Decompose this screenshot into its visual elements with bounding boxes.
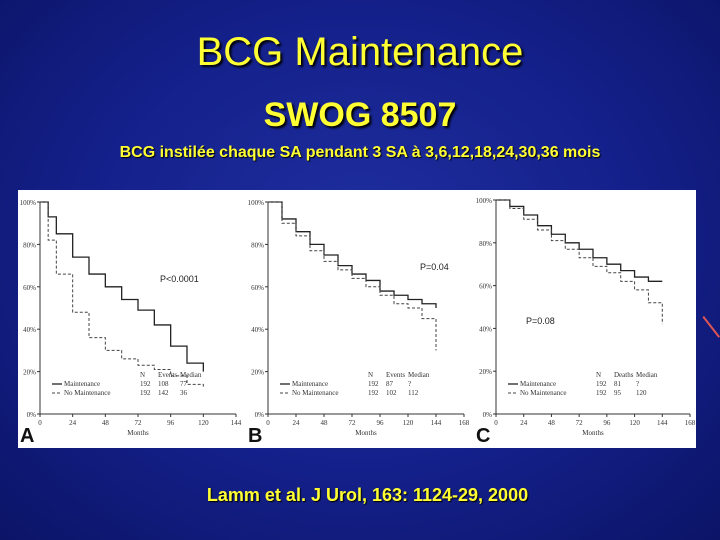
panel-letter: C: [476, 425, 490, 447]
legend-label: Maintenance: [292, 380, 328, 388]
legend-label: Maintenance: [64, 380, 100, 388]
y-tick-label: 0%: [27, 411, 37, 419]
legend-value: 192: [596, 380, 607, 388]
legend-header: N: [140, 371, 145, 379]
y-tick-label: 100%: [248, 199, 265, 207]
x-tick-label: 96: [603, 419, 611, 427]
legend-value: 102: [386, 389, 397, 397]
y-tick-label: 80%: [23, 241, 36, 249]
x-axis-label: Months: [582, 429, 604, 437]
legend-value: 36: [180, 389, 188, 397]
reference-citation: Lamm et al. J Urol, 163: 1124-29, 2000: [206, 485, 529, 505]
y-tick-label: 60%: [479, 283, 492, 291]
legend-header: Median: [636, 371, 658, 379]
y-tick-label: 100%: [476, 197, 493, 205]
x-axis-label: Months: [355, 429, 377, 437]
x-tick-label: 72: [576, 419, 584, 427]
y-tick-label: 20%: [479, 368, 492, 376]
x-tick-label: 0: [494, 419, 498, 427]
y-tick-label: 80%: [251, 241, 264, 249]
decorative-line: [702, 316, 720, 338]
x-tick-label: 48: [548, 419, 556, 427]
survival-curve-no-maintenance: [496, 199, 663, 325]
legend-value: 95: [614, 389, 622, 397]
legend-value: 142: [158, 389, 169, 397]
legend-label: No Maintenance: [64, 389, 110, 397]
legend-value: 120: [636, 389, 647, 397]
x-tick-label: 120: [403, 419, 414, 427]
legend-value: 192: [140, 389, 151, 397]
p-value-label: P=0.04: [420, 262, 449, 272]
p-value-label: P=0.08: [526, 316, 555, 326]
panel-letter: A: [20, 425, 34, 447]
x-tick-label: 24: [520, 419, 528, 427]
y-tick-label: 100%: [20, 199, 37, 207]
x-tick-label: 48: [102, 419, 110, 427]
y-tick-label: 40%: [23, 326, 36, 334]
y-tick-label: 60%: [251, 284, 264, 292]
legend-value: ?: [408, 380, 411, 388]
legend-value: 77: [180, 380, 188, 388]
x-tick-label: 168: [459, 419, 470, 427]
y-tick-label: 0%: [483, 411, 493, 419]
y-tick-label: 80%: [479, 240, 492, 248]
x-tick-label: 24: [69, 419, 77, 427]
x-tick-label: 120: [629, 419, 640, 427]
x-tick-label: 144: [431, 419, 442, 427]
legend-value: 81: [614, 380, 622, 388]
x-axis-label: Months: [127, 429, 149, 437]
survival-curve-maintenance: [496, 199, 663, 282]
slide-title: BCG Maintenance: [196, 30, 524, 74]
x-tick-label: 24: [293, 419, 301, 427]
legend-value: 192: [368, 389, 379, 397]
panel-letter: B: [248, 425, 262, 447]
legend-label: No Maintenance: [520, 389, 566, 397]
legend-value: ?: [636, 380, 639, 388]
x-tick-label: 0: [38, 419, 42, 427]
x-tick-label: 0: [266, 419, 270, 427]
legend-value: 112: [408, 389, 419, 397]
legend-label: No Maintenance: [292, 389, 338, 397]
slide-subtitle: SWOG 8507: [263, 96, 457, 134]
y-tick-label: 40%: [479, 325, 492, 333]
slide-caption: BCG instilée chaque SA pendant 3 SA à 3,…: [119, 144, 601, 161]
x-tick-label: 72: [135, 419, 143, 427]
x-tick-label: 96: [377, 419, 385, 427]
x-tick-label: 120: [198, 419, 209, 427]
x-tick-label: 144: [231, 419, 242, 427]
legend-value: 108: [158, 380, 169, 388]
survival-curve-no-maintenance: [40, 201, 204, 389]
survival-curve-maintenance: [268, 201, 437, 308]
x-tick-label: 72: [349, 419, 357, 427]
survival-curve-no-maintenance: [268, 201, 437, 351]
survival-curve-maintenance: [40, 201, 204, 372]
y-tick-label: 20%: [251, 369, 264, 377]
legend-header: Events: [386, 371, 405, 379]
x-tick-label: 168: [685, 419, 696, 427]
legend-header: Events: [158, 371, 177, 379]
legend-header: Median: [180, 371, 202, 379]
y-tick-label: 60%: [23, 284, 36, 292]
legend-value: 192: [596, 389, 607, 397]
x-tick-label: 96: [167, 419, 175, 427]
legend-value: 192: [368, 380, 379, 388]
km-figure: 0% 20% 40% 60% 80% 100% 0 24 48 72 96 120 144 Months N…: [18, 190, 696, 448]
y-tick-label: 40%: [251, 326, 264, 334]
legend-value: 87: [386, 380, 394, 388]
legend-header: Median: [408, 371, 430, 379]
legend-header: N: [596, 371, 601, 379]
legend-label: Maintenance: [520, 380, 556, 388]
legend-value: 192: [140, 380, 151, 388]
y-tick-label: 0%: [255, 411, 265, 419]
x-tick-label: 48: [321, 419, 329, 427]
legend-header: N: [368, 371, 373, 379]
legend-header: Deaths: [614, 371, 634, 379]
y-tick-label: 20%: [23, 369, 36, 377]
x-tick-label: 144: [657, 419, 668, 427]
km-charts: 0% 20% 40% 60% 80% 100% 0 24 48 72 96 120 144 Months N…: [20, 197, 696, 447]
p-value-label: P<0.0001: [160, 274, 199, 284]
